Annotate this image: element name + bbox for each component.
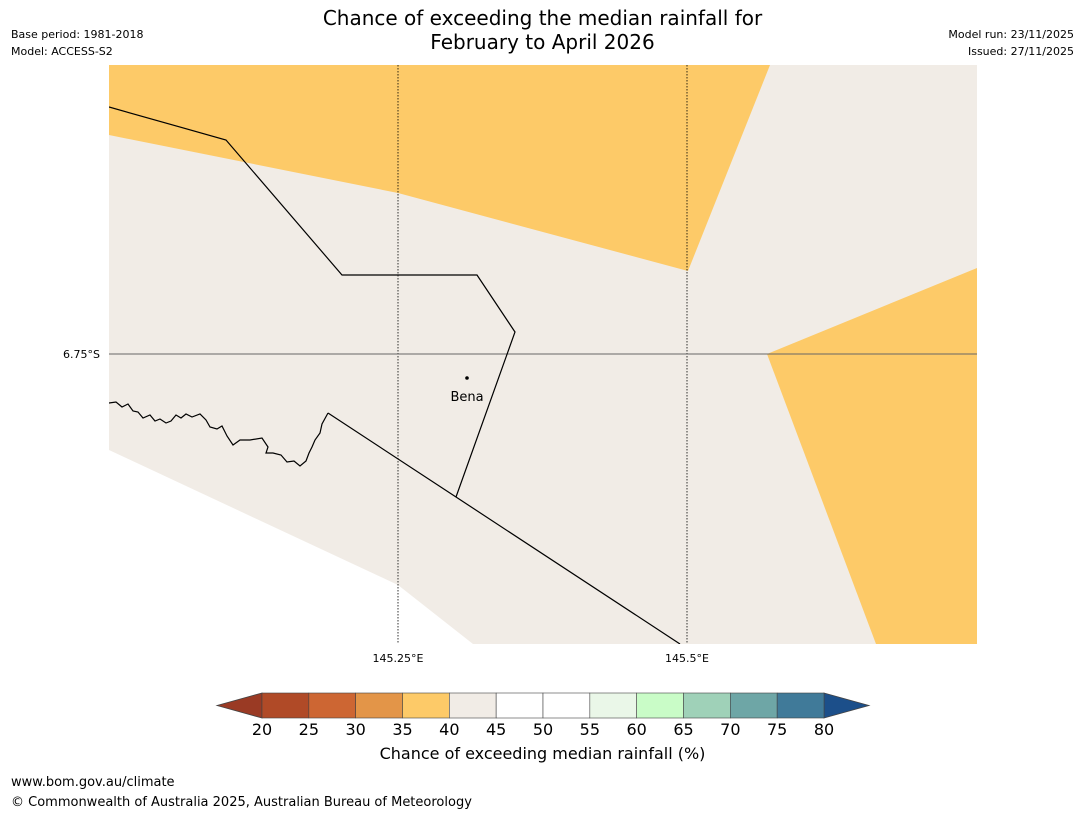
province-boundary <box>109 106 516 498</box>
province-boundary-south <box>327 412 681 644</box>
place-label-bena: Bena <box>450 390 483 405</box>
river-boundary <box>109 401 329 467</box>
orange-probability-region-north <box>109 65 770 271</box>
meta-left: Base period: 1981-2018 Model: ACCESS-S2 <box>11 26 143 60</box>
colorbar-segment <box>355 692 403 719</box>
colorbar-segment <box>776 692 825 719</box>
colorbar-tick-label: 80 <box>814 720 834 739</box>
colorbar-tick-label: 65 <box>673 720 693 739</box>
colorbar-segment <box>589 692 637 719</box>
colorbar-segment <box>542 692 591 719</box>
colorbar-tick-label: 50 <box>533 720 553 739</box>
title-line-1: Chance of exceeding the median rainfall … <box>322 6 763 30</box>
colorbar-extend-low <box>215 692 263 719</box>
colorbar-segment <box>636 692 684 719</box>
lat-label: 6.75°S <box>63 348 100 361</box>
colorbar-segment <box>495 692 544 719</box>
orange-probability-region-east <box>767 268 977 644</box>
colorbar-extend-high <box>823 692 871 719</box>
bena-marker <box>465 376 469 380</box>
model-text: Model: ACCESS-S2 <box>11 45 113 58</box>
colorbar-segment <box>402 692 450 719</box>
colorbar-tick-label: 30 <box>345 720 365 739</box>
model-run-text: Model run: 23/11/2025 <box>948 28 1074 41</box>
issued-text: Issued: 27/11/2025 <box>967 45 1074 58</box>
colorbar-tick-label: 25 <box>299 720 319 739</box>
colorbar-segment <box>261 692 310 719</box>
map-title: Chance of exceeding the median rainfall … <box>0 6 1085 54</box>
colorbar-tick-label: 70 <box>720 720 740 739</box>
colorbar: 20 25 30 35 40 45 50 55 60 65 70 75 80 <box>215 692 871 739</box>
colorbar-tick-label: 60 <box>626 720 646 739</box>
footer-copyright: © Commonwealth of Australia 2025, Austra… <box>11 795 472 810</box>
colorbar-tick-label: 45 <box>486 720 506 739</box>
map-panel <box>109 65 977 644</box>
colorbar-tick-label: 40 <box>439 720 459 739</box>
colorbar-segment <box>308 692 356 719</box>
colorbar-label: Chance of exceeding median rainfall (%) <box>379 744 706 763</box>
footer-url[interactable]: www.bom.gov.au/climate <box>11 775 175 790</box>
colorbar-tick-label: 20 <box>252 720 272 739</box>
colorbar-segment <box>730 692 778 719</box>
colorbar-tick-label: 75 <box>767 720 787 739</box>
lon-label-145-25: 145.25°E <box>373 652 424 665</box>
colorbar-tick-label: 35 <box>392 720 412 739</box>
title-line-2: February to April 2026 <box>430 30 655 54</box>
colorbar-segment <box>683 692 731 719</box>
colorbar-tick-label: 55 <box>580 720 600 739</box>
meta-right: Model run: 23/11/2025 Issued: 27/11/2025 <box>948 26 1074 60</box>
colorbar-segment <box>449 692 497 719</box>
base-period-text: Base period: 1981-2018 <box>11 28 144 41</box>
lon-label-145-5: 145.5°E <box>665 652 709 665</box>
